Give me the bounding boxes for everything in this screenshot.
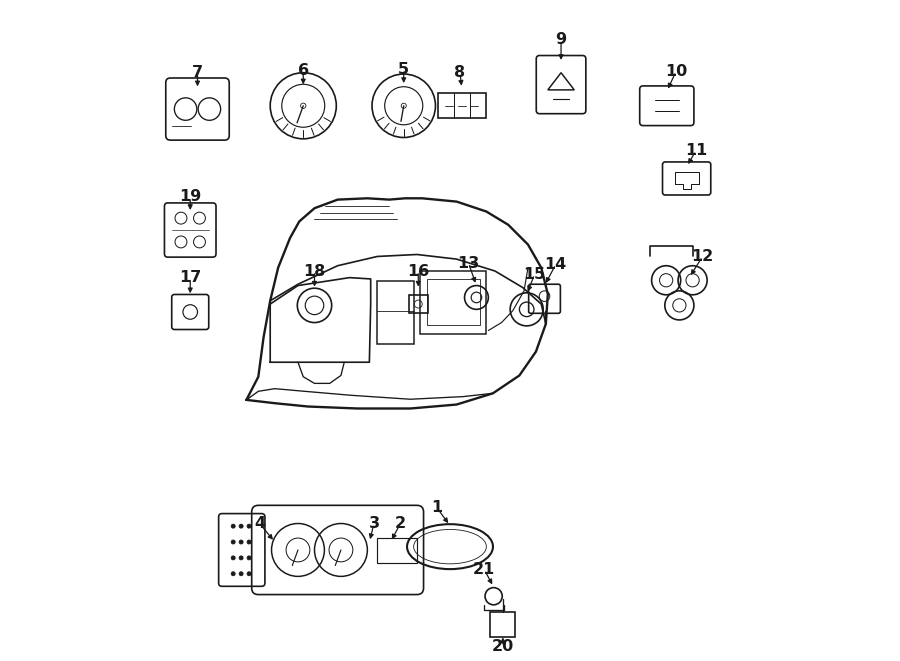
Text: 11: 11 bbox=[685, 143, 707, 158]
Text: 20: 20 bbox=[491, 639, 514, 654]
Circle shape bbox=[239, 540, 243, 544]
Circle shape bbox=[248, 540, 251, 544]
Circle shape bbox=[239, 556, 243, 560]
Text: 18: 18 bbox=[303, 264, 326, 278]
Text: 14: 14 bbox=[544, 257, 567, 272]
Text: 9: 9 bbox=[555, 32, 567, 47]
Text: 21: 21 bbox=[473, 563, 496, 577]
Text: 16: 16 bbox=[407, 264, 429, 278]
Circle shape bbox=[231, 540, 235, 544]
Circle shape bbox=[231, 572, 235, 576]
Text: 17: 17 bbox=[179, 270, 202, 285]
Text: 19: 19 bbox=[179, 190, 202, 204]
Circle shape bbox=[248, 556, 251, 560]
Circle shape bbox=[239, 572, 243, 576]
Text: 1: 1 bbox=[431, 500, 442, 515]
Text: 4: 4 bbox=[254, 516, 266, 531]
Text: 2: 2 bbox=[395, 516, 406, 531]
Circle shape bbox=[231, 524, 235, 528]
Text: 5: 5 bbox=[398, 62, 410, 77]
Text: 6: 6 bbox=[298, 63, 309, 78]
Circle shape bbox=[248, 572, 251, 576]
Text: 10: 10 bbox=[665, 64, 688, 79]
Text: 13: 13 bbox=[457, 256, 480, 270]
Text: 12: 12 bbox=[691, 249, 714, 264]
Text: 8: 8 bbox=[454, 65, 465, 80]
Circle shape bbox=[248, 524, 251, 528]
Text: 7: 7 bbox=[192, 65, 203, 80]
Text: 3: 3 bbox=[368, 516, 380, 531]
Text: 15: 15 bbox=[524, 267, 545, 282]
Circle shape bbox=[239, 524, 243, 528]
Circle shape bbox=[231, 556, 235, 560]
